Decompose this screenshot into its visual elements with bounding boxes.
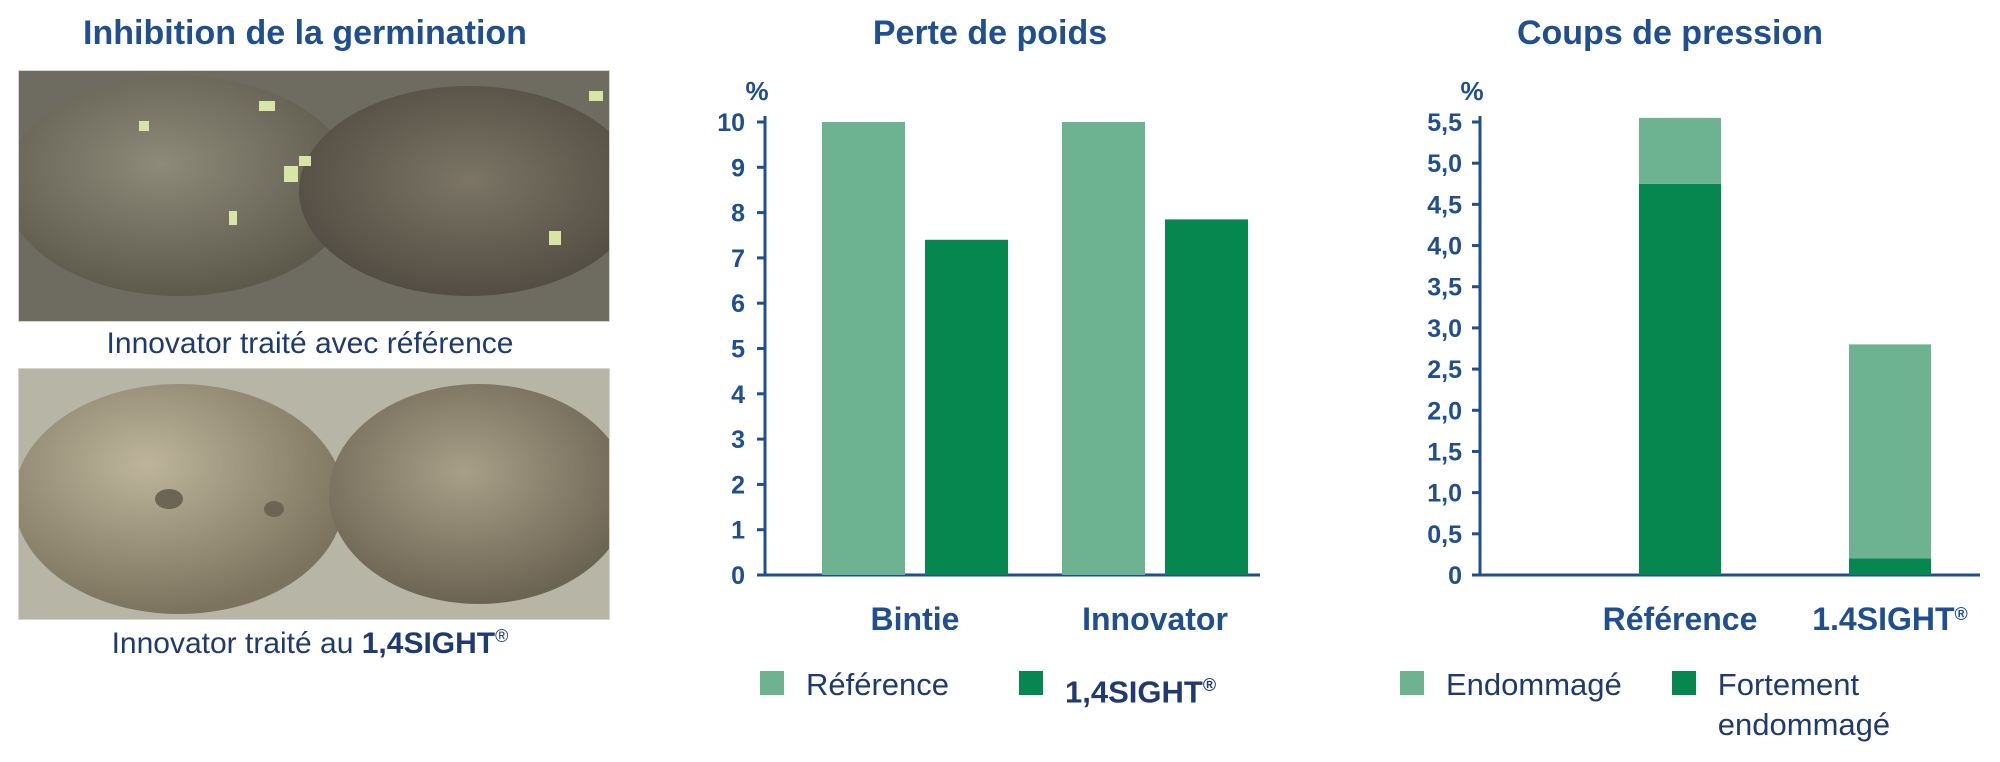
x-category-label: 1,4SIGHT® [1812, 601, 1968, 630]
product-caption-brand: 1,4SIGHT [361, 627, 496, 660]
y-tick-label: 2,0 [1427, 397, 1462, 425]
y-tick-label: 9 [731, 154, 745, 182]
y-tick-label: 0,5 [1427, 521, 1462, 549]
product-caption: Innovator traité au 1,4SIGHT® [10, 626, 610, 661]
stack-segment-heavily-damaged [1639, 183, 1721, 575]
bar-product-innovator [1165, 219, 1248, 575]
bar-reference-innovator [1062, 122, 1145, 575]
y-tick-label: 2 [731, 471, 745, 499]
bar-reference-bintje [822, 122, 905, 575]
reference-photo [18, 70, 610, 322]
y-tick-label: 5,0 [1427, 150, 1462, 178]
legend2-label-line2: endommagé [1717, 707, 1891, 742]
chart2-legend: Endommagé Fortement endommagé [1400, 665, 1890, 745]
y-tick-label: 7 [731, 245, 745, 273]
bar-product-bintje [925, 239, 1008, 575]
chart1-title: Perte de poids [872, 14, 1108, 52]
reference-caption: Innovator traité avec référence [106, 327, 514, 360]
legend1-item-reference: Référence [760, 665, 949, 705]
legend1-label-product: 1,4SIGHT® [1065, 665, 1216, 712]
weight-loss-panel: Perte de poids % 0 1 2 3 4 5 6 7 8 9 10 Bintje Innova… [660, 0, 1340, 762]
stack-segment-damaged [1639, 117, 1721, 184]
x-category-label: Bintje [871, 601, 960, 630]
legend2-swatch-heavily-damaged [1671, 671, 1696, 695]
product-photo [18, 368, 610, 620]
chart1-legend: Référence 1,4SIGHT® [760, 665, 1216, 712]
x-category-label: Référence [1603, 601, 1758, 630]
y-tick-label: 3 [731, 426, 745, 454]
potatoes-reference-image [19, 71, 609, 321]
germination-panel: Inhibition de la germination [0, 0, 620, 762]
legend2-label-damaged: Endommagé [1446, 667, 1622, 702]
legend2-item-heavily-damaged: Fortement endommagé [1671, 665, 1890, 745]
y-tick-label: 4 [731, 381, 745, 409]
y-tick-label: 0 [731, 562, 745, 590]
legend2-label-line1: Fortement [1717, 667, 1860, 702]
legend1-item-product: 1,4SIGHT® [1019, 665, 1216, 712]
legend1-swatch-reference [760, 671, 784, 695]
y-tick-label: 2,5 [1427, 356, 1462, 384]
y-tick-label: 3,0 [1427, 315, 1462, 343]
germination-title: Inhibition de la germination [83, 14, 527, 52]
y-tick-label: 4,0 [1427, 233, 1462, 261]
product-caption-registered: ® [495, 626, 509, 646]
y-tick-label: 10 [717, 109, 745, 137]
y-tick-label: 5 [731, 336, 745, 364]
stack-segment-heavily-damaged [1849, 558, 1931, 575]
y-tick-label: 4,5 [1427, 191, 1462, 219]
pressure-panel: Coups de pression % 0 0,5 1,0 1,5 2,0 2,5 3,0 3,… [1380, 0, 2000, 762]
y-tick-label: 0 [1448, 562, 1462, 590]
legend2-swatch-damaged [1400, 671, 1424, 695]
legend2-item-damaged: Endommagé [1400, 665, 1622, 705]
registered-mark: ® [1955, 604, 1968, 624]
chart2-title: Coups de pression [1516, 14, 1824, 52]
y-unit-label: % [1460, 76, 1483, 106]
y-tick-label: 3,5 [1427, 274, 1462, 302]
product-caption-prefix: Innovator traité au [111, 627, 362, 660]
weight-loss-chart: % 0 1 2 3 4 5 6 7 8 9 10 Bintje Innovator [717, 76, 1260, 630]
legend1-label-product-text: 1,4SIGHT [1065, 674, 1203, 710]
pressure-chart: % 0 0,5 1,0 1,5 2,0 2,5 3,0 3,5 4,0 4,5 5,0 5,5 Référ… [1427, 76, 1980, 630]
x-category-label: Innovator [1082, 601, 1228, 630]
legend1-label-product-sup: ® [1202, 675, 1217, 695]
y-tick-label: 1 [731, 517, 745, 545]
y-tick-label: 5,5 [1427, 109, 1462, 137]
y-tick-label: 1,0 [1427, 480, 1462, 508]
potatoes-1-4sight-image [19, 369, 609, 619]
y-tick-label: 6 [731, 290, 745, 318]
y-tick-label: 1,5 [1427, 438, 1462, 466]
stack-segment-damaged [1849, 344, 1931, 559]
y-unit-label: % [745, 76, 768, 106]
legend1-label-reference: Référence [806, 667, 950, 702]
legend2-label-heavily-damaged: Fortement endommagé [1718, 665, 1890, 745]
y-tick-label: 8 [731, 200, 745, 228]
legend1-swatch-product [1019, 671, 1044, 695]
